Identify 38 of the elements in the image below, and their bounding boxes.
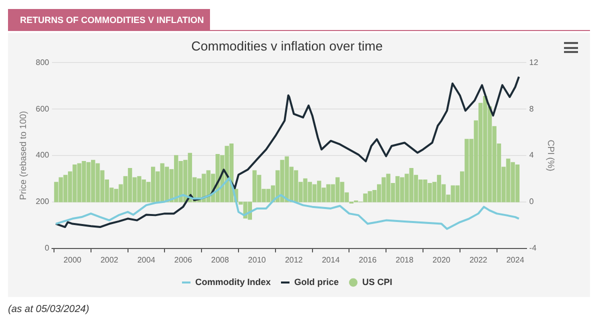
x-tick-label: 2012 [284, 255, 304, 264]
text: (as at 05/03/2024) [8, 304, 90, 315]
x-tick-label: 2016 [358, 255, 378, 264]
x-tick-label: 2006 [174, 255, 193, 264]
text: RETURNS OF COMMODITIES V INFLATION [8, 9, 210, 31]
legend-label: Commodity Index [195, 276, 271, 287]
legend-label: Gold price [294, 276, 339, 287]
x-tick-label: 2020 [432, 255, 451, 264]
bar [128, 168, 132, 202]
y2-tick-label: 0 [529, 197, 534, 206]
x-tick-label: 2024 [506, 255, 525, 264]
y-tick-label: 800 [36, 58, 50, 67]
y-tick-label: 0 [44, 244, 50, 253]
bar [395, 176, 400, 202]
legend-label: US CPI [362, 276, 392, 287]
x-tick-label: 2008 [211, 255, 230, 264]
x-tick-label: 2004 [137, 255, 156, 264]
chart-title: Commodities v inflation over time [191, 38, 383, 54]
y2-axis-title: CPI (%) [546, 140, 556, 172]
x-tick-label: 2010 [248, 255, 266, 264]
y2-tick-label: 12 [529, 58, 539, 67]
x-tick-label: 2018 [396, 255, 414, 264]
x-tick-label: 2014 [322, 255, 340, 264]
bar [515, 164, 520, 202]
bar [436, 174, 442, 202]
y2-tick-label: 8 [529, 104, 534, 114]
x-tick-label: 2000 [64, 255, 82, 264]
y2-tick-label: 4 [529, 150, 534, 160]
y-axis-title: Price (rebased to 100) [18, 110, 28, 200]
bar [86, 162, 91, 202]
y-tick-label: 200 [36, 197, 50, 206]
y2-tick-label: -4 [529, 244, 537, 253]
x-tick-label: 2022 [469, 255, 488, 264]
bar [294, 170, 298, 202]
x-tick-label: 2002 [100, 255, 119, 264]
y-tick-label: 600 [36, 104, 50, 114]
y-tick-label: 400 [36, 150, 50, 160]
bar [312, 184, 317, 202]
